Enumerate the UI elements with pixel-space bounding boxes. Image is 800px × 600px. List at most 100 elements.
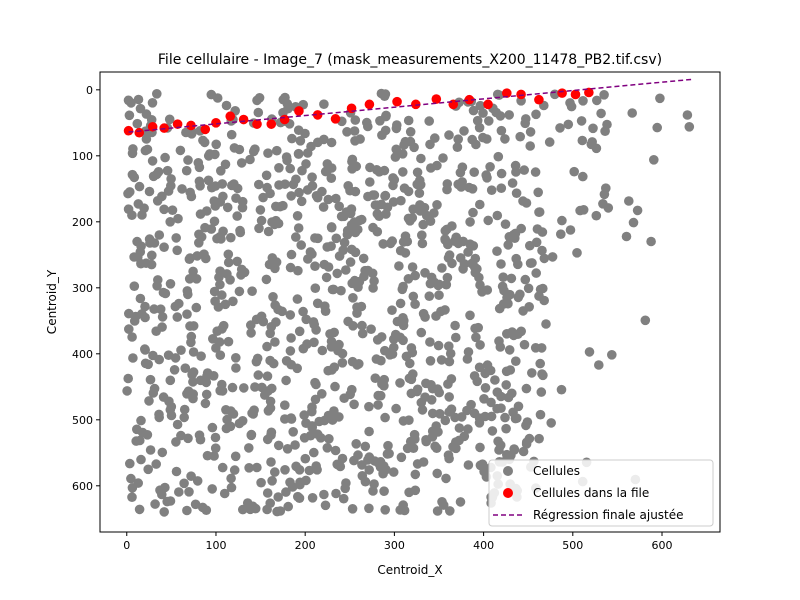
- cellule-point: [335, 461, 346, 472]
- cellule-point: [444, 341, 454, 352]
- cellule-point: [288, 179, 299, 190]
- cellule-point: [544, 137, 555, 147]
- cellule-point: [183, 155, 193, 165]
- cellule-point: [368, 486, 378, 496]
- cellule-point: [163, 186, 174, 196]
- cellule-point: [459, 259, 470, 269]
- cellule-point: [253, 370, 264, 380]
- cellule-point: [437, 263, 447, 273]
- file-cell-point: [330, 114, 341, 124]
- cellule-point: [376, 355, 386, 366]
- cellule-point: [450, 320, 460, 331]
- cellule-point: [328, 284, 339, 295]
- cellule-point: [525, 141, 535, 151]
- file-cell-point: [200, 124, 211, 135]
- file-cell-point: [294, 106, 304, 116]
- cellule-point: [303, 254, 313, 264]
- cellule-point: [515, 289, 525, 300]
- cellule-point: [471, 332, 481, 343]
- cellule-point: [405, 127, 416, 137]
- cellule-point: [254, 223, 264, 234]
- cellule-point: [378, 239, 389, 249]
- cellule-point: [555, 123, 565, 133]
- cellule-point: [173, 213, 183, 224]
- cellule-point: [649, 155, 659, 165]
- cellule-point: [444, 250, 455, 260]
- cellule-point: [518, 446, 529, 457]
- cellule-point: [425, 278, 436, 289]
- cellule-point: [364, 465, 375, 475]
- cellule-point: [684, 122, 695, 132]
- cellule-point: [188, 266, 198, 277]
- legend-label-cellules: Cellules: [533, 464, 580, 478]
- cellule-point: [358, 253, 369, 264]
- cellule-point: [367, 268, 378, 279]
- cellule-point: [495, 342, 506, 352]
- cellule-point: [374, 211, 384, 221]
- cellule-point: [147, 250, 157, 261]
- cellule-point: [309, 319, 320, 330]
- cellule-point: [151, 459, 161, 469]
- cellule-point: [282, 155, 292, 166]
- cellule-point: [162, 496, 172, 507]
- cellule-point: [206, 224, 217, 234]
- cellule-point: [425, 337, 435, 347]
- cellule-point: [201, 253, 211, 264]
- cellule-point: [360, 441, 371, 452]
- cellule-point: [444, 130, 454, 140]
- cellule-point: [434, 387, 445, 398]
- cellule-point: [401, 351, 412, 362]
- cellule-point: [326, 173, 337, 183]
- cellule-point: [511, 188, 522, 198]
- cellule-point: [198, 135, 208, 146]
- cellule-point: [170, 353, 181, 363]
- cellule-point: [444, 407, 454, 417]
- cellule-point: [427, 426, 438, 437]
- cellule-point: [599, 189, 610, 200]
- cellule-point: [258, 316, 269, 327]
- file-cell-point: [364, 99, 375, 110]
- cellule-point: [467, 184, 478, 194]
- cellule-point: [136, 454, 146, 465]
- cellule-point: [492, 403, 502, 414]
- cellule-point: [175, 145, 186, 156]
- cellule-point: [586, 139, 597, 150]
- cellule-point: [563, 119, 574, 130]
- cellule-point: [167, 205, 178, 215]
- cellule-point: [607, 350, 617, 360]
- cellule-point: [301, 159, 311, 169]
- cellule-point: [531, 109, 541, 120]
- cellule-point: [480, 411, 490, 422]
- cellule-point: [632, 205, 643, 216]
- cellule-point: [424, 116, 435, 126]
- file-cell-point: [501, 88, 512, 98]
- cellule-point: [602, 119, 612, 130]
- file-cell-point: [123, 125, 134, 136]
- cellule-point: [556, 384, 567, 395]
- cellule-point: [135, 103, 146, 114]
- cellule-point: [387, 305, 397, 316]
- cellule-point: [403, 274, 414, 284]
- cellule-point: [350, 186, 361, 197]
- cellule-point: [427, 408, 438, 419]
- cellule-point: [160, 482, 170, 493]
- cellule-point: [258, 192, 268, 203]
- file-cell-point: [570, 89, 581, 100]
- cellule-point: [221, 423, 232, 434]
- cellule-point: [628, 217, 639, 228]
- cellule-point: [443, 379, 453, 389]
- legend-box: [488, 459, 714, 527]
- cellule-point: [159, 242, 169, 252]
- cellule-point: [248, 501, 258, 512]
- cellule-point: [383, 440, 393, 451]
- cellule-point: [166, 410, 177, 421]
- cellule-point: [310, 394, 321, 405]
- cellule-point: [425, 356, 436, 366]
- cellule-point: [174, 487, 184, 497]
- cellule-point: [180, 363, 191, 374]
- cellule-point: [445, 348, 456, 359]
- cellule-point: [336, 285, 346, 296]
- cellule-point: [370, 200, 381, 210]
- cellule-point: [275, 201, 285, 212]
- cellule-point: [535, 409, 546, 420]
